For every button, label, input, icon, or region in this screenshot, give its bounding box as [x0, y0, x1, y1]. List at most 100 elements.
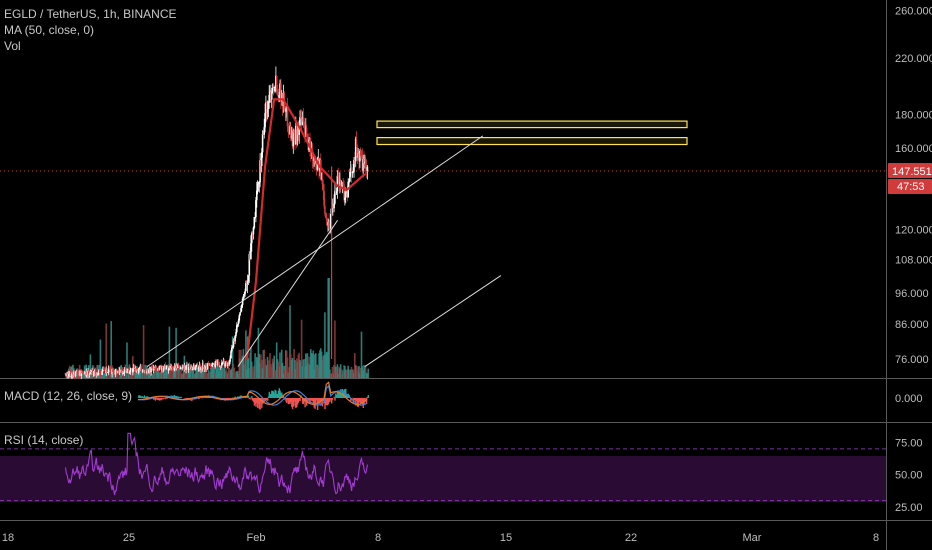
candle-body	[110, 370, 112, 375]
candle-body	[337, 175, 339, 177]
candle-body	[350, 167, 353, 173]
candle-body	[194, 366, 196, 371]
symbol-title[interactable]: EGLD / TetherUS, 1h, BINANCE	[4, 7, 177, 21]
volume-bar	[334, 320, 336, 378]
volume-bar	[295, 358, 298, 378]
candle-body	[106, 369, 108, 373]
macd-bar	[360, 398, 362, 404]
candle-body	[352, 171, 354, 173]
rsi-line	[64, 432, 368, 496]
macd-bar	[197, 398, 200, 399]
macd-legend[interactable]: MACD (12, 26, close, 9)	[4, 388, 132, 404]
macd-bar	[269, 394, 271, 398]
candle-body	[69, 371, 72, 377]
candle-body	[109, 368, 112, 371]
candle-body	[338, 176, 340, 184]
candle-body	[128, 371, 131, 374]
volume-bar	[176, 366, 179, 378]
candle-body	[138, 367, 141, 369]
macd-bar	[321, 398, 324, 407]
candle-body	[86, 371, 88, 375]
candle-body	[234, 335, 236, 342]
volume-bar	[324, 354, 327, 378]
macd-bar	[346, 395, 349, 398]
volume-bar	[287, 372, 290, 378]
macd-bar	[229, 398, 231, 399]
candle-body	[147, 371, 149, 373]
volume-bar	[108, 367, 111, 378]
candle-body	[129, 369, 132, 372]
candle-body	[167, 369, 170, 371]
candle-body	[298, 125, 300, 135]
volume-bar	[285, 350, 287, 378]
candle-body	[362, 159, 364, 171]
macd-bar	[278, 388, 280, 398]
candle-body	[251, 233, 253, 244]
candle-body	[355, 138, 358, 148]
candle-body	[140, 366, 142, 371]
candle-body	[74, 372, 77, 377]
candle-body	[107, 368, 110, 373]
macd-bar	[267, 398, 269, 401]
volume-bar	[306, 353, 309, 378]
macd-bar	[295, 398, 297, 409]
volume-bar	[195, 367, 197, 378]
volume-bar	[110, 321, 112, 378]
trendline	[237, 220, 339, 367]
candle-body	[324, 205, 326, 214]
macd-bar	[291, 398, 294, 409]
volume-bar	[214, 373, 216, 378]
macd-bar	[341, 392, 343, 398]
macd-bar	[280, 392, 282, 398]
volume-bar	[330, 373, 333, 378]
candle-body	[237, 320, 240, 325]
macd-bar	[247, 395, 250, 398]
macd-bar	[159, 398, 162, 400]
volume-bar	[323, 354, 325, 378]
candle-body	[195, 366, 197, 368]
volume-bar	[308, 356, 310, 378]
volume-bar	[240, 349, 242, 378]
volume-bar	[169, 371, 171, 378]
candle-body	[137, 371, 139, 373]
candle-body	[81, 370, 83, 374]
volume-bar	[305, 365, 308, 378]
candle-body	[185, 365, 187, 370]
rsi-legend[interactable]: RSI (14, close)	[4, 432, 83, 448]
volume-bar	[318, 353, 320, 378]
candle-body	[117, 371, 119, 374]
macd-bar	[326, 398, 328, 405]
macd-bar	[141, 396, 143, 398]
volume-bar	[166, 365, 168, 378]
volume-bar	[216, 366, 219, 378]
candle-body	[296, 129, 299, 141]
volume-bar	[224, 370, 226, 378]
candle-body	[365, 169, 368, 171]
candle-body	[88, 371, 90, 375]
candle-body	[152, 368, 155, 371]
candle-body	[133, 367, 136, 369]
candle-body	[254, 217, 256, 218]
candle-body	[252, 227, 255, 235]
candle-body	[299, 117, 301, 126]
volume-bar	[367, 368, 369, 378]
volume-bar	[261, 368, 264, 378]
candle-body	[242, 295, 245, 299]
macd-bar	[354, 398, 356, 401]
volume-bar	[231, 336, 234, 378]
volume-bar	[309, 364, 311, 378]
volume-bar	[102, 373, 105, 378]
candle-body	[344, 193, 347, 198]
volume-bar	[294, 360, 296, 378]
candle-body	[284, 109, 286, 112]
vol-legend[interactable]: Vol	[4, 39, 21, 53]
candle-body	[258, 182, 261, 184]
candle-body	[153, 368, 156, 369]
candle-body	[239, 312, 241, 316]
candle-body	[213, 363, 216, 367]
ma-legend[interactable]: MA (50, close, 0)	[4, 23, 95, 37]
volume-bar	[348, 370, 350, 378]
candle-body	[210, 366, 212, 367]
macd-bar	[268, 391, 270, 398]
